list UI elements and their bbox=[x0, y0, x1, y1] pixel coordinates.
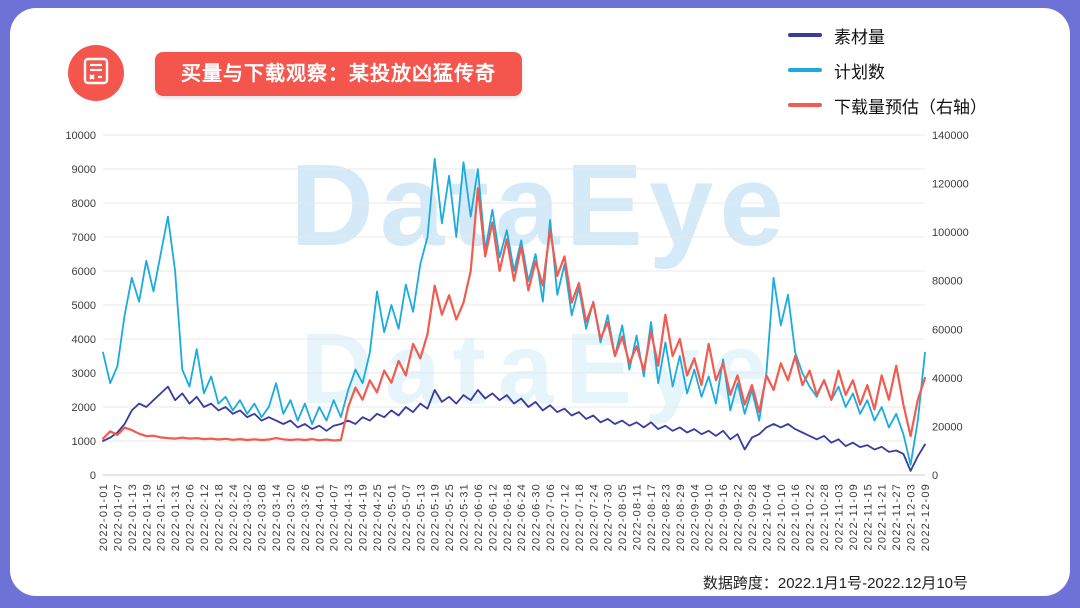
svg-text:3000: 3000 bbox=[72, 368, 96, 380]
svg-text:2022-12-03: 2022-12-03 bbox=[906, 483, 918, 551]
svg-text:2022-10-28: 2022-10-28 bbox=[819, 483, 831, 551]
svg-text:2022-11-09: 2022-11-09 bbox=[848, 483, 860, 550]
legend-item-xiazailiang: 下载量预估（右轴） bbox=[788, 94, 987, 117]
svg-text:2022-01-25: 2022-01-25 bbox=[156, 483, 168, 551]
svg-text:2022-01-19: 2022-01-19 bbox=[141, 483, 153, 551]
svg-text:2022-07-24: 2022-07-24 bbox=[588, 483, 600, 551]
svg-text:2022-09-10: 2022-09-10 bbox=[704, 483, 716, 551]
svg-text:2022-04-07: 2022-04-07 bbox=[329, 483, 341, 551]
svg-text:2022-06-24: 2022-06-24 bbox=[516, 483, 528, 551]
svg-text:2022-07-06: 2022-07-06 bbox=[545, 483, 557, 551]
svg-text:2022-10-22: 2022-10-22 bbox=[805, 483, 817, 551]
svg-text:2022-09-28: 2022-09-28 bbox=[747, 483, 759, 551]
svg-text:40000: 40000 bbox=[932, 373, 963, 385]
legend-item-sucailiang: 素材量 bbox=[788, 24, 987, 47]
svg-text:8000: 8000 bbox=[72, 198, 96, 210]
svg-text:2022-03-20: 2022-03-20 bbox=[286, 483, 298, 551]
page-title: 买量与下载观察：某投放凶猛传奇 bbox=[181, 63, 496, 85]
svg-text:2022-11-21: 2022-11-21 bbox=[877, 483, 889, 550]
svg-text:2022-11-03: 2022-11-03 bbox=[834, 483, 846, 550]
svg-text:2022-02-06: 2022-02-06 bbox=[185, 483, 197, 551]
svg-text:2022-03-08: 2022-03-08 bbox=[257, 483, 269, 551]
svg-text:7000: 7000 bbox=[72, 232, 96, 244]
svg-text:2022-08-11: 2022-08-11 bbox=[632, 483, 644, 550]
svg-text:2022-10-04: 2022-10-04 bbox=[761, 483, 773, 551]
svg-text:2022-06-18: 2022-06-18 bbox=[502, 483, 514, 551]
svg-text:2022-10-10: 2022-10-10 bbox=[776, 483, 788, 551]
svg-text:2022-04-13: 2022-04-13 bbox=[343, 483, 355, 551]
line-chart: 0 1000 2000 3000 4000 5000 6000 7000 8000 9000 100… bbox=[65, 130, 969, 551]
svg-text:2022-11-27: 2022-11-27 bbox=[891, 483, 903, 550]
svg-text:6000: 6000 bbox=[72, 266, 96, 278]
svg-text:20000: 20000 bbox=[932, 421, 963, 433]
title-banner: 买量与下载观察：某投放凶猛传奇 bbox=[155, 52, 522, 96]
svg-text:2022-06-06: 2022-06-06 bbox=[473, 483, 485, 551]
svg-text:2022-03-26: 2022-03-26 bbox=[300, 483, 312, 551]
svg-text:2022-05-25: 2022-05-25 bbox=[444, 483, 456, 551]
svg-text:0: 0 bbox=[932, 470, 938, 482]
legend-color-line bbox=[788, 103, 822, 107]
legend-label: 素材量 bbox=[834, 27, 885, 47]
svg-text:2022-08-05: 2022-08-05 bbox=[617, 483, 629, 551]
svg-text:2022-02-18: 2022-02-18 bbox=[213, 483, 225, 551]
svg-text:2022-03-14: 2022-03-14 bbox=[271, 483, 283, 551]
svg-text:2022-06-12: 2022-06-12 bbox=[487, 483, 499, 551]
svg-text:2022-08-23: 2022-08-23 bbox=[660, 483, 672, 551]
svg-text:2022-01-31: 2022-01-31 bbox=[170, 483, 182, 551]
svg-text:2022-04-01: 2022-04-01 bbox=[314, 483, 326, 551]
svg-text:2022-05-07: 2022-05-07 bbox=[401, 483, 413, 551]
svg-text:2022-05-31: 2022-05-31 bbox=[459, 483, 471, 551]
svg-text:2022-03-02: 2022-03-02 bbox=[242, 483, 254, 551]
svg-text:2022-12-09: 2022-12-09 bbox=[920, 483, 932, 551]
svg-text:2022-01-07: 2022-01-07 bbox=[112, 483, 124, 551]
svg-text:2022-09-22: 2022-09-22 bbox=[733, 483, 745, 551]
svg-text:2022-05-01: 2022-05-01 bbox=[386, 483, 398, 551]
svg-text:2022-02-12: 2022-02-12 bbox=[199, 483, 211, 551]
svg-text:0: 0 bbox=[90, 470, 96, 482]
legend-color-line bbox=[788, 68, 822, 72]
svg-text:2022-05-19: 2022-05-19 bbox=[430, 483, 442, 551]
svg-text:2022-06-30: 2022-06-30 bbox=[531, 483, 543, 551]
svg-text:100000: 100000 bbox=[932, 227, 969, 239]
svg-text:2022-07-30: 2022-07-30 bbox=[603, 483, 615, 551]
legend-item-jihuashu: 计划数 bbox=[788, 59, 987, 82]
svg-text:1000: 1000 bbox=[72, 436, 96, 448]
svg-text:120000: 120000 bbox=[932, 179, 969, 191]
svg-text:2022-04-25: 2022-04-25 bbox=[372, 483, 384, 551]
svg-text:4000: 4000 bbox=[72, 334, 96, 346]
svg-text:2000: 2000 bbox=[72, 402, 96, 414]
svg-text:60000: 60000 bbox=[932, 324, 963, 336]
svg-text:9000: 9000 bbox=[72, 164, 96, 176]
svg-text:80000: 80000 bbox=[932, 276, 963, 288]
svg-text:2022-10-16: 2022-10-16 bbox=[790, 483, 802, 551]
svg-text:2022-01-01: 2022-01-01 bbox=[98, 483, 110, 551]
svg-text:2022-05-13: 2022-05-13 bbox=[415, 483, 427, 551]
svg-text:2022-02-24: 2022-02-24 bbox=[228, 483, 240, 551]
data-range-note: 数据跨度：2022.1月1号-2022.12月10号 bbox=[702, 575, 968, 592]
svg-text:140000: 140000 bbox=[932, 130, 969, 142]
slide-card bbox=[10, 8, 1070, 596]
report-icon-badge bbox=[68, 45, 124, 101]
chart-legend: 素材量 计划数 下载量预估（右轴） bbox=[788, 24, 987, 117]
svg-text:2022-09-04: 2022-09-04 bbox=[689, 483, 701, 551]
svg-text:2022-07-12: 2022-07-12 bbox=[560, 483, 572, 551]
svg-text:2022-09-16: 2022-09-16 bbox=[718, 483, 730, 551]
svg-text:2022-08-29: 2022-08-29 bbox=[675, 483, 687, 551]
svg-text:5000: 5000 bbox=[72, 300, 96, 312]
svg-text:2022-11-15: 2022-11-15 bbox=[862, 483, 874, 550]
legend-color-line bbox=[788, 33, 822, 37]
document-icon bbox=[81, 56, 111, 91]
svg-text:10000: 10000 bbox=[65, 130, 96, 142]
legend-label: 计划数 bbox=[834, 62, 885, 82]
svg-text:2022-01-13: 2022-01-13 bbox=[127, 483, 139, 551]
svg-text:2022-08-17: 2022-08-17 bbox=[646, 483, 658, 551]
svg-text:2022-07-18: 2022-07-18 bbox=[574, 483, 586, 551]
legend-label: 下载量预估（右轴） bbox=[834, 97, 987, 117]
svg-text:2022-04-19: 2022-04-19 bbox=[358, 483, 370, 551]
